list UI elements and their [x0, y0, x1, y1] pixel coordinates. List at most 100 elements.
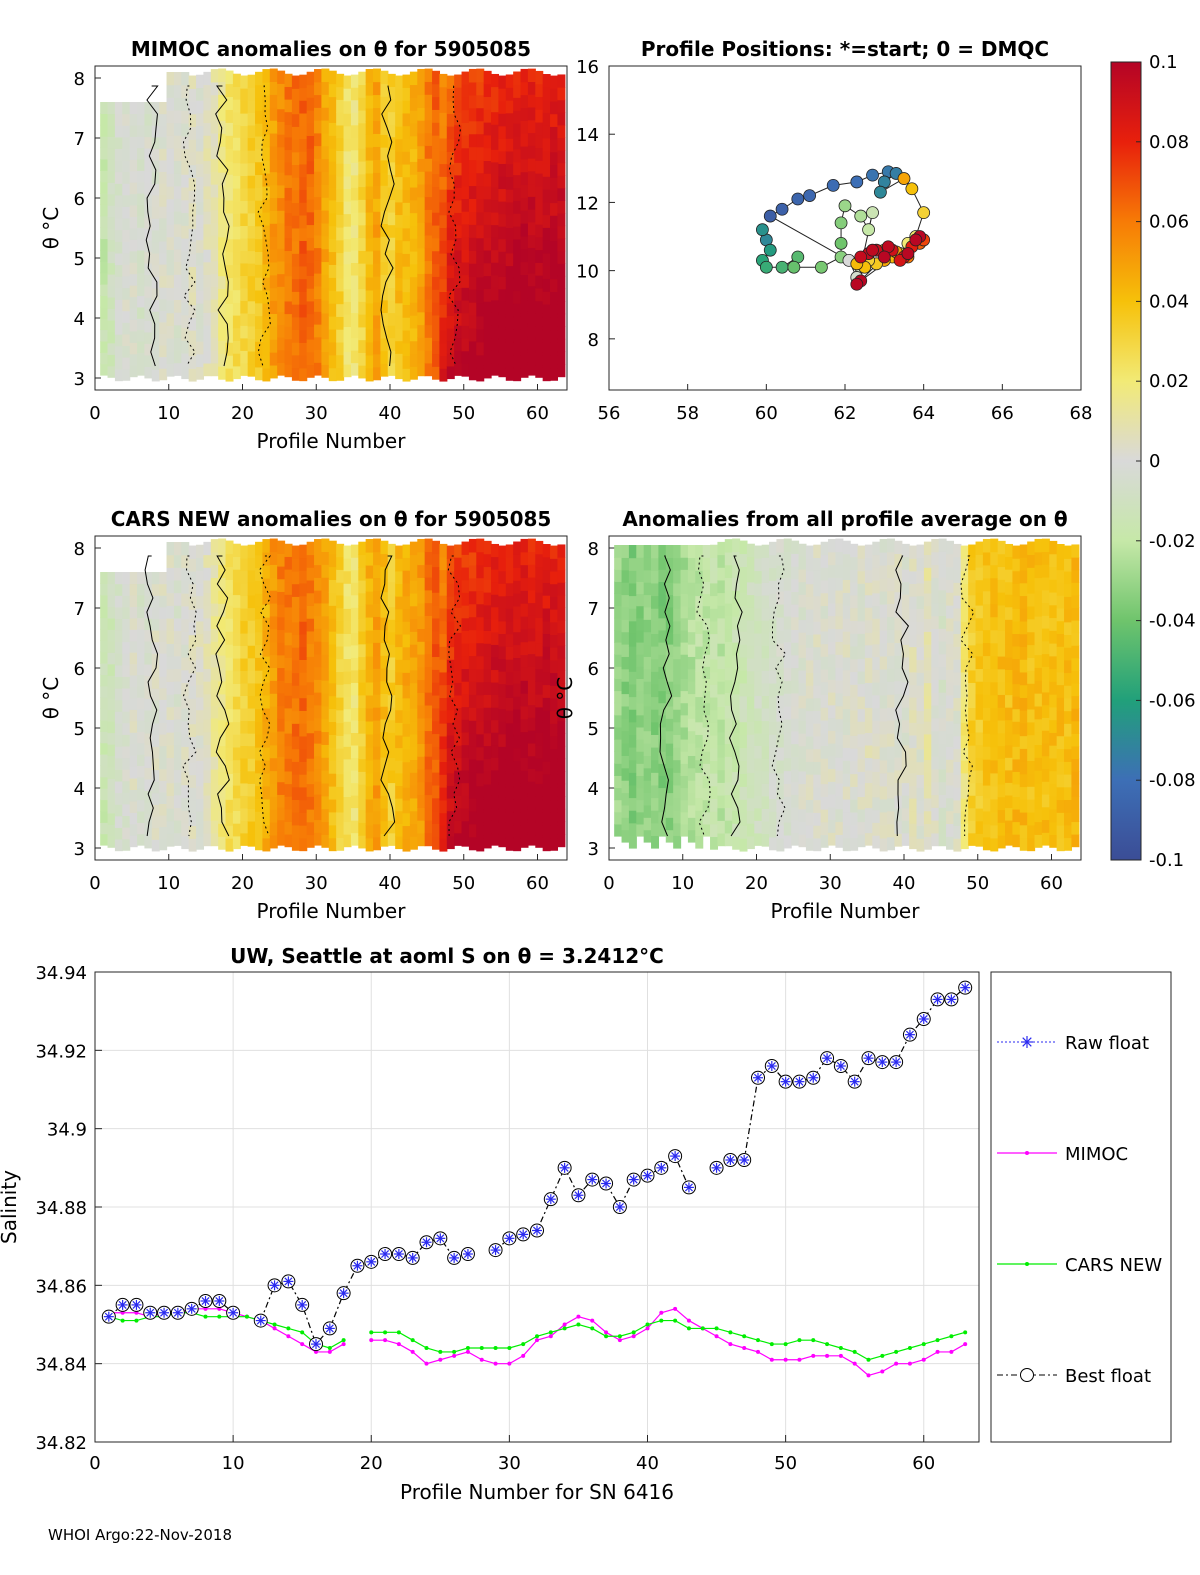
cars-cell	[262, 837, 271, 852]
cars-cell	[380, 667, 389, 682]
avg-cell	[805, 659, 814, 674]
mimoc-cell	[262, 198, 271, 213]
mimoc-cell	[321, 68, 330, 83]
cars-cell	[468, 797, 477, 812]
mimoc-cell	[122, 113, 131, 126]
avg-cell	[975, 541, 984, 555]
mimoc-cell	[409, 315, 418, 329]
avg-cell	[923, 669, 932, 684]
avg-cell	[1071, 834, 1080, 848]
cars-cell	[468, 759, 477, 773]
mimoc-cell	[328, 303, 337, 317]
cars-cell	[417, 551, 426, 566]
mimoc-cell	[387, 86, 396, 100]
mimoc-cell	[468, 276, 477, 290]
cars-cell	[151, 641, 160, 654]
mimoc-cell	[181, 276, 190, 290]
avg-cell	[621, 582, 630, 596]
avg-cell	[695, 608, 704, 622]
cars-cell	[188, 685, 197, 699]
cars-cell	[402, 633, 411, 648]
avg-cell	[1005, 569, 1014, 583]
cars-cell	[535, 655, 544, 670]
colorbar-tick-label: 0.04	[1149, 291, 1189, 312]
mimoc-cell	[424, 222, 433, 236]
mimoc-cell	[432, 173, 441, 188]
mimoc-cell	[107, 147, 116, 160]
mimoc-cell	[395, 163, 404, 178]
avg-cell	[673, 721, 682, 735]
avg-cell	[724, 781, 733, 796]
cars-cell	[173, 820, 182, 834]
mimoc-cell	[387, 174, 396, 188]
mimoc-cell	[535, 198, 544, 212]
mimoc-cell	[188, 304, 197, 318]
mimoc-cell	[100, 215, 109, 228]
cars-cell	[557, 808, 566, 823]
mimoc-cell	[255, 148, 264, 163]
mimoc-cell	[343, 200, 352, 215]
mimoc-cell	[240, 88, 249, 102]
avg-cell	[813, 748, 822, 762]
avg-cell	[695, 721, 704, 735]
cars-cell	[513, 811, 522, 826]
raw-float-point	[338, 1288, 349, 1299]
cars-cell	[225, 695, 234, 710]
avg-cell	[724, 794, 733, 808]
cars-cell	[173, 794, 182, 808]
cars-cell	[100, 754, 109, 766]
cars-cell	[129, 617, 138, 630]
avg-cell	[1041, 730, 1050, 744]
cars-cell	[520, 654, 529, 668]
mimoc-cell	[468, 340, 477, 355]
avg-cell	[842, 579, 851, 593]
cars-cell	[476, 681, 485, 696]
mimoc-cell	[483, 185, 492, 200]
cars-cell	[454, 732, 463, 746]
cars-contour-line	[447, 555, 462, 837]
avg-cell	[975, 744, 984, 758]
mimoc-cell	[255, 277, 264, 291]
mimoc-cell	[232, 73, 241, 88]
cars-cell	[358, 567, 367, 581]
cars-cell	[402, 659, 411, 673]
avg-cell	[879, 616, 888, 631]
avg-cell	[1049, 757, 1058, 772]
cars-cell	[232, 759, 241, 773]
avg-cell	[621, 668, 630, 682]
mimoc-cell	[159, 113, 168, 126]
avg-cell	[805, 621, 814, 636]
mimoc-cell	[505, 163, 514, 177]
avg-cell	[1056, 786, 1065, 801]
mimoc-cell	[321, 274, 330, 288]
mimoc-cell	[225, 290, 234, 304]
mimoc-cell	[188, 75, 197, 89]
avg-cell	[739, 656, 748, 671]
avg-cell	[746, 784, 755, 799]
mimoc-cell	[380, 185, 389, 199]
avg-cell	[938, 743, 947, 757]
avg-cell	[1064, 570, 1073, 585]
avg-cell	[643, 619, 652, 633]
avg-cell	[828, 564, 837, 578]
avg-cell	[636, 593, 645, 607]
mimoc-cell	[542, 176, 551, 190]
mimoc-cell	[358, 186, 367, 200]
cars-cell	[255, 593, 264, 607]
avg-cell	[968, 569, 977, 583]
cars-cell	[520, 590, 529, 604]
avg-cell	[621, 705, 630, 719]
avg-cell	[695, 709, 704, 723]
mimoc-cell	[277, 197, 286, 211]
mimoc-cell	[402, 355, 411, 369]
cars-cell	[439, 774, 448, 788]
avg-cell	[746, 797, 755, 811]
cars-cell	[210, 551, 219, 566]
avg-cell	[1012, 783, 1021, 798]
avg-cell	[1019, 697, 1028, 711]
cars-cell	[343, 821, 352, 835]
avg-cell	[673, 608, 682, 622]
avg-cell	[798, 733, 807, 747]
cars-cell	[328, 553, 337, 568]
mimoc-cell	[107, 319, 116, 332]
